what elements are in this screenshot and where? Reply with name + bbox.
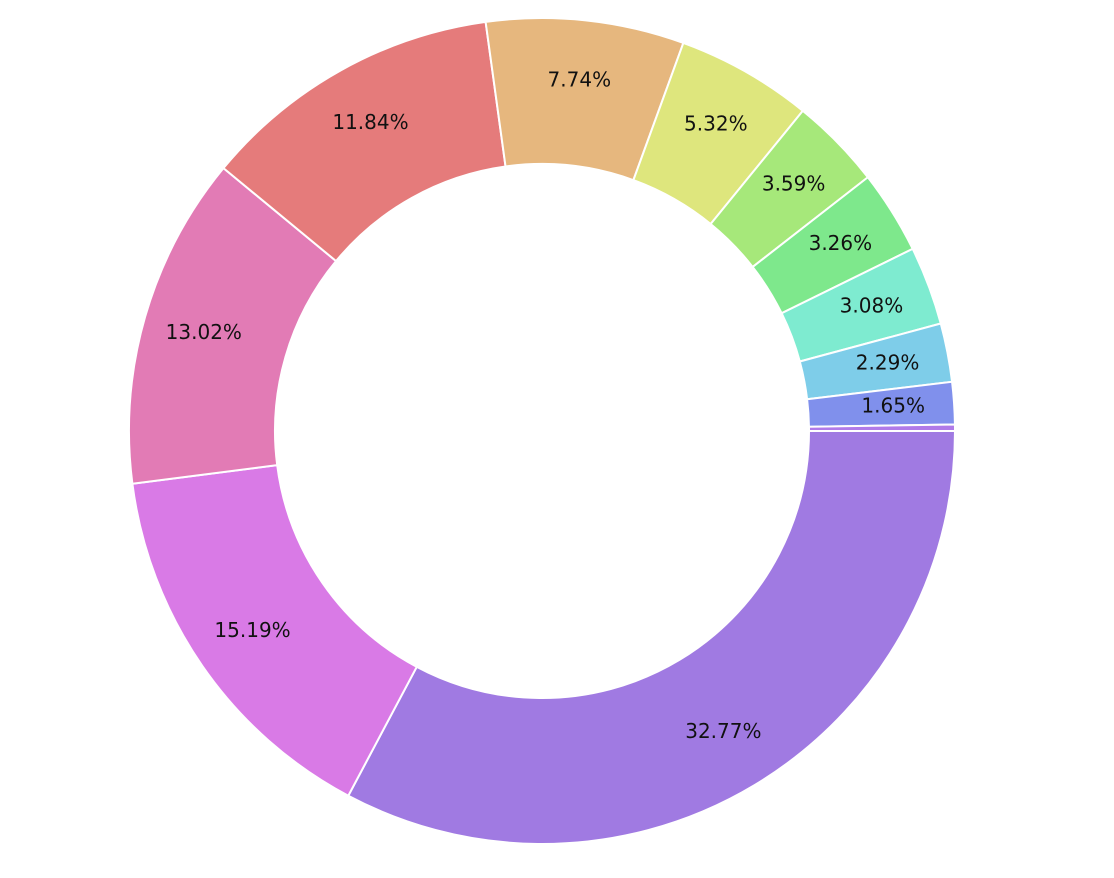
donut-slice	[131, 464, 419, 798]
slice-label: 5.32%	[684, 111, 748, 135]
donut-slice	[807, 423, 957, 432]
slice-label: 11.84%	[332, 110, 408, 134]
slice-label: 3.59%	[762, 171, 826, 195]
slice-label: 3.08%	[840, 293, 904, 317]
slice-label: 32.77%	[685, 719, 761, 743]
slice-label: 13.02%	[166, 320, 242, 344]
slice-label: 2.29%	[856, 351, 920, 375]
donut-slice	[346, 430, 957, 845]
slice-label: 7.74%	[548, 67, 612, 91]
slice-label: 1.65%	[861, 394, 925, 418]
slice-label: 3.26%	[809, 231, 873, 255]
slice-label: 15.19%	[214, 618, 290, 642]
